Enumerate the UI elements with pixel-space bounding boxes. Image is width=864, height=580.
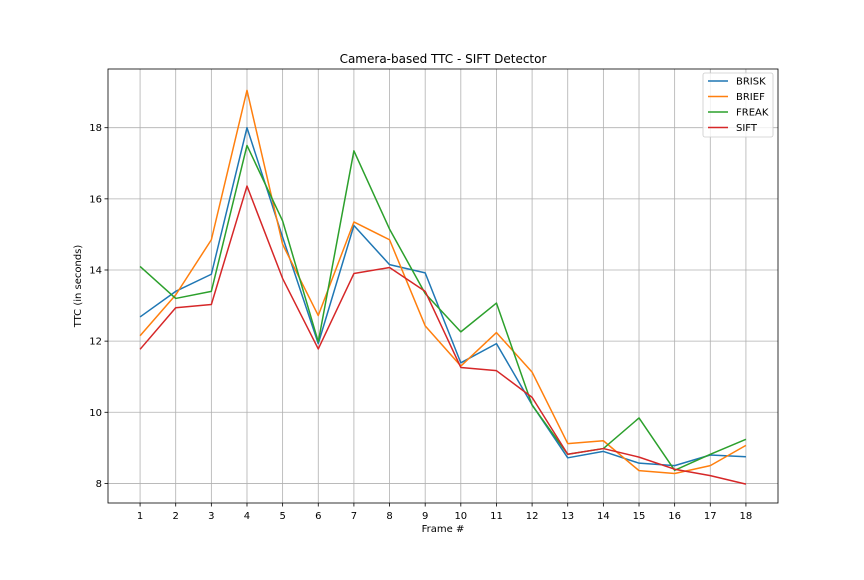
x-tick-label: 3 bbox=[208, 511, 214, 522]
x-tick-label: 13 bbox=[561, 511, 574, 522]
series-lines bbox=[139, 89, 747, 485]
y-tick-label: 14 bbox=[89, 265, 102, 276]
legend-label-brief: BRIEF bbox=[736, 92, 765, 103]
x-tick-label: 18 bbox=[740, 511, 753, 522]
x-tick-label: 2 bbox=[173, 511, 179, 522]
x-tick-label: 16 bbox=[668, 511, 681, 522]
y-tick-label: 16 bbox=[89, 194, 102, 205]
y-tick-label: 18 bbox=[89, 123, 102, 134]
legend-label-brisk: BRISK bbox=[736, 77, 766, 88]
x-axis-label: Frame # bbox=[422, 524, 465, 535]
x-tick-label: 11 bbox=[490, 511, 503, 522]
x-tick-label: 1 bbox=[137, 511, 143, 522]
x-tick-label: 14 bbox=[597, 511, 610, 522]
plot-area bbox=[108, 69, 778, 503]
legend-box bbox=[702, 72, 774, 138]
x-tick-label: 5 bbox=[279, 511, 285, 522]
x-tick-label: 9 bbox=[422, 511, 428, 522]
x-tick-label: 12 bbox=[526, 511, 539, 522]
legend: BRISK BRIEF FREAK SIFT bbox=[702, 72, 774, 138]
x-tick-label: 7 bbox=[351, 511, 357, 522]
x-tick-label: 17 bbox=[704, 511, 717, 522]
grid bbox=[108, 69, 778, 503]
x-tick-label: 10 bbox=[454, 511, 467, 522]
plot-frame bbox=[107, 68, 779, 504]
series-line-freak bbox=[139, 144, 747, 472]
legend-label-sift: SIFT bbox=[736, 123, 758, 134]
x-tick-label: 6 bbox=[315, 511, 321, 522]
chart-title: Camera-based TTC - SIFT Detector bbox=[340, 52, 547, 66]
y-tick-label: 8 bbox=[96, 479, 102, 490]
x-tick-label: 8 bbox=[386, 511, 392, 522]
legend-label-freak: FREAK bbox=[736, 108, 769, 119]
x-tick-label: 15 bbox=[633, 511, 646, 522]
y-axis-label: TTC (in seconds) bbox=[73, 245, 84, 329]
y-tick-label: 12 bbox=[89, 337, 102, 348]
series-line-brisk bbox=[139, 126, 746, 467]
series-line-brief bbox=[139, 89, 747, 475]
x-tick-label: 4 bbox=[244, 511, 250, 522]
y-tick-label: 10 bbox=[89, 408, 102, 419]
series-line-sift bbox=[139, 185, 747, 485]
